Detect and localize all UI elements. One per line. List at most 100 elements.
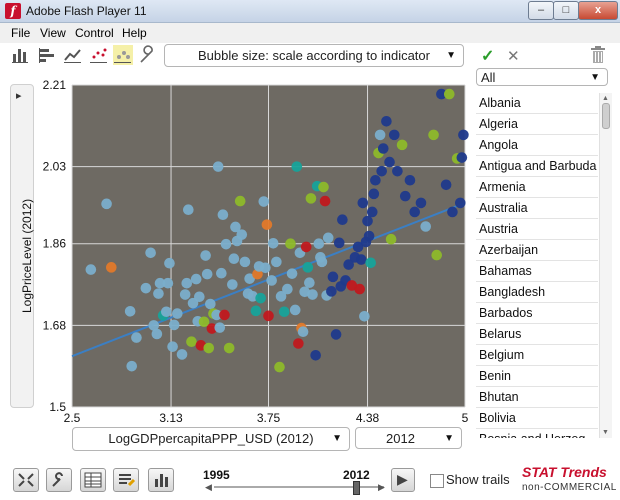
timeline-track[interactable] — [214, 486, 384, 488]
data-point[interactable] — [316, 256, 328, 268]
data-point[interactable] — [293, 338, 304, 349]
trash-icon[interactable] — [590, 46, 606, 64]
data-point[interactable] — [285, 238, 296, 250]
data-point[interactable] — [244, 273, 255, 284]
data-point[interactable] — [267, 237, 279, 249]
data-point[interactable] — [322, 232, 334, 244]
data-point[interactable] — [216, 267, 227, 279]
data-point[interactable] — [362, 215, 373, 227]
timeline-right-icon[interactable]: ▶ — [378, 482, 385, 492]
bubble-chart-icon[interactable] — [113, 45, 133, 65]
data-point[interactable] — [289, 304, 301, 316]
data-point[interactable] — [443, 88, 455, 100]
data-point[interactable] — [271, 256, 282, 268]
settings-button[interactable] — [46, 468, 72, 492]
data-point[interactable] — [200, 250, 211, 261]
cancel-icon[interactable]: ✕ — [507, 48, 520, 65]
data-point[interactable] — [124, 306, 136, 317]
data-point[interactable] — [278, 306, 290, 318]
bar-chart-icon[interactable] — [11, 45, 31, 65]
data-point[interactable] — [385, 233, 397, 245]
data-point[interactable] — [214, 322, 226, 333]
data-point[interactable] — [392, 165, 403, 177]
data-point[interactable] — [357, 197, 369, 209]
data-point[interactable] — [440, 179, 452, 191]
data-point[interactable] — [181, 277, 193, 289]
country-list-item[interactable]: Barbados — [476, 303, 598, 324]
sidebar-toggle[interactable]: ▸ — [10, 84, 34, 408]
data-point[interactable] — [167, 341, 178, 352]
country-list-item[interactable]: Belgium — [476, 345, 598, 366]
data-point[interactable] — [206, 323, 218, 334]
data-point[interactable] — [330, 329, 342, 340]
data-point[interactable] — [154, 277, 166, 289]
data-point[interactable] — [201, 268, 213, 280]
data-point[interactable] — [250, 305, 262, 317]
data-point[interactable] — [370, 174, 381, 186]
country-list-item[interactable]: Antigua and Barbuda — [476, 156, 598, 177]
data-point[interactable] — [179, 289, 191, 300]
data-point[interactable] — [203, 342, 215, 354]
scroll-up-icon[interactable]: ▲ — [602, 95, 609, 102]
data-point[interactable] — [236, 229, 248, 240]
country-list[interactable]: Albania Algeria Angola Antigua and Barbuda A… — [476, 93, 598, 438]
data-point[interactable] — [319, 195, 331, 207]
data-point[interactable] — [318, 181, 329, 193]
data-point[interactable] — [183, 204, 194, 216]
data-point[interactable] — [454, 197, 466, 209]
data-point[interactable] — [260, 262, 271, 274]
data-point[interactable] — [415, 197, 427, 209]
data-point[interactable] — [399, 190, 411, 202]
data-point[interactable] — [211, 309, 222, 321]
data-point[interactable] — [162, 277, 174, 289]
data-point[interactable] — [291, 161, 303, 172]
timeline-handle[interactable] — [353, 481, 360, 495]
menu-file[interactable]: File — [11, 26, 31, 40]
menu-control[interactable]: Control — [75, 26, 114, 40]
data-point[interactable] — [396, 139, 408, 151]
country-list-item[interactable]: Australia — [476, 198, 598, 219]
data-point[interactable] — [355, 254, 367, 265]
data-point[interactable] — [131, 332, 142, 343]
data-point[interactable] — [261, 219, 273, 230]
data-point[interactable] — [186, 336, 197, 347]
data-point[interactable] — [409, 206, 420, 218]
data-point[interactable] — [431, 249, 443, 261]
data-point[interactable] — [220, 238, 232, 250]
data-point[interactable] — [366, 206, 378, 218]
country-list-item[interactable]: Bangladesh — [476, 282, 598, 303]
country-list-item[interactable]: Belarus — [476, 324, 598, 345]
data-point[interactable] — [354, 283, 365, 295]
x-indicator-dropdown[interactable]: LogGDPpercapitaPPP_USD (2012) ▼ — [72, 427, 350, 451]
data-point[interactable] — [176, 349, 188, 360]
country-list-item[interactable]: Bolivia — [476, 408, 598, 429]
close-button[interactable]: x — [578, 1, 618, 20]
data-point[interactable] — [228, 253, 240, 264]
data-point[interactable] — [388, 129, 400, 141]
data-point[interactable] — [363, 230, 375, 242]
scroll-down-icon[interactable]: ▼ — [602, 429, 609, 436]
data-point[interactable] — [258, 196, 270, 207]
data-point[interactable] — [227, 279, 238, 290]
data-point[interactable] — [436, 88, 447, 100]
data-point[interactable] — [190, 273, 202, 285]
data-point[interactable] — [326, 286, 337, 297]
country-list-item[interactable]: Algeria — [476, 114, 598, 135]
data-point[interactable] — [420, 221, 432, 232]
horizontal-bar-icon[interactable] — [37, 45, 57, 65]
data-point[interactable] — [286, 268, 298, 279]
data-point[interactable] — [239, 256, 251, 268]
data-point[interactable] — [101, 198, 112, 210]
data-point[interactable] — [297, 326, 309, 338]
data-point[interactable] — [151, 328, 163, 340]
data-point[interactable] — [161, 306, 172, 318]
data-point[interactable] — [282, 283, 293, 295]
data-point[interactable] — [346, 280, 358, 291]
data-point[interactable] — [352, 241, 364, 253]
data-point[interactable] — [343, 259, 354, 270]
data-point[interactable] — [266, 275, 277, 286]
data-point[interactable] — [217, 209, 229, 221]
data-point[interactable] — [164, 257, 175, 269]
country-list-item[interactable]: Benin — [476, 366, 598, 387]
menu-view[interactable]: View — [40, 26, 66, 40]
